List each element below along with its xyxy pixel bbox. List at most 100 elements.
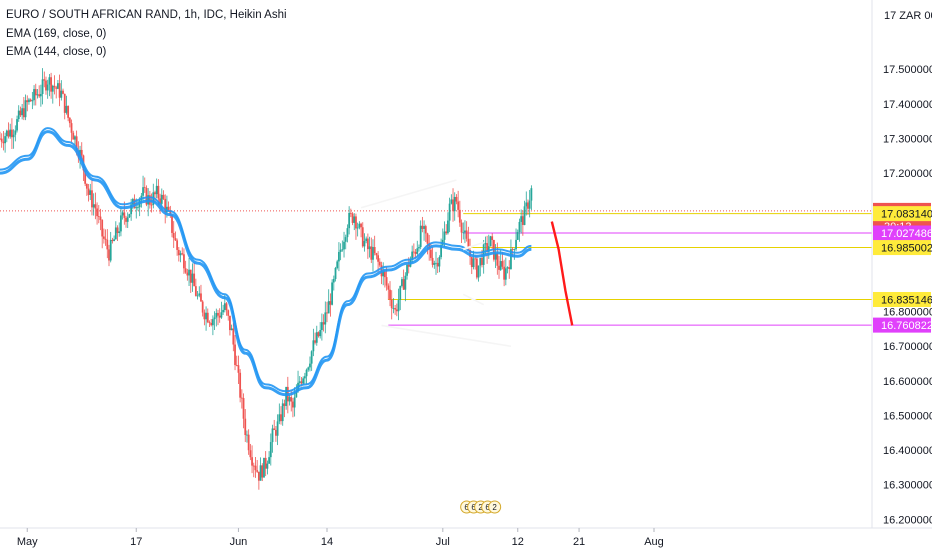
- level-tag-4: [873, 317, 931, 333]
- candle-body-140: [237, 365, 240, 373]
- candle-body-226: [384, 271, 386, 278]
- candle-body-197: [334, 267, 337, 279]
- candle-body-29: [48, 77, 51, 85]
- date-tick-2: Jun: [230, 536, 248, 548]
- price-axis[interactable]: 17.500000 17.400000 17.300000 17.200000 16.8…: [883, 64, 932, 526]
- candle-body-248: [421, 225, 424, 229]
- ema-169-label[interactable]: EMA (169, close, 0): [6, 28, 107, 40]
- candle-body-77: [130, 204, 133, 215]
- candle-body-273: [464, 230, 466, 233]
- candle-body-126: [213, 317, 216, 320]
- candle-body-10: [16, 119, 18, 131]
- date-axis[interactable]: May 17 Jun 14 Jul 12 21 Aug: [17, 528, 664, 548]
- ema-lines: [0, 127, 532, 397]
- candle-body-147: [249, 450, 252, 458]
- candle-body-60: [101, 220, 104, 237]
- candle-body-74: [125, 217, 127, 222]
- candle-body-246: [418, 247, 420, 249]
- candle-body-35: [58, 83, 61, 98]
- event-marker-label-2: 2: [478, 503, 483, 512]
- candle-body-227: [385, 277, 388, 286]
- candle-body-211: [358, 223, 361, 228]
- event-marker-label-3: 6: [485, 503, 490, 512]
- price-tick-8: 16.400000: [883, 445, 932, 457]
- candle-body-189: [320, 322, 323, 331]
- candle-body-16: [26, 100, 29, 103]
- candle-body-237: [402, 279, 405, 290]
- candle-body-196: [332, 278, 335, 283]
- candle-body-308: [523, 206, 526, 225]
- candle-body-58: [97, 216, 100, 217]
- candle-body-282: [479, 258, 482, 266]
- horizontal-levels: [0, 210, 872, 326]
- candle-body-25: [41, 79, 44, 94]
- candle-body-257: [436, 262, 439, 267]
- candle-body-220: [373, 247, 376, 254]
- candle-body-306: [520, 216, 523, 222]
- candle-body-302: [513, 249, 516, 250]
- candle-body-146: [247, 434, 250, 451]
- candle-body-59: [99, 216, 102, 221]
- candle-body-133: [225, 303, 228, 311]
- candle-body-234: [397, 300, 400, 312]
- trend-line-0: [360, 179, 457, 209]
- candle-body-174: [295, 391, 298, 398]
- candle-body-50: [84, 170, 87, 184]
- candle-body-45: [75, 136, 78, 151]
- candle-body-57: [96, 208, 98, 217]
- candle-body-149: [252, 465, 255, 467]
- symbol-title[interactable]: EURO / SOUTH AFRICAN RAND, 1h, IDC, Heik…: [6, 9, 287, 21]
- date-tick-6: 21: [573, 536, 585, 548]
- candle-body-41: [68, 117, 71, 124]
- candle-body-115: [194, 286, 197, 296]
- candle-body-69: [116, 227, 119, 234]
- candle-body-107: [181, 253, 184, 255]
- level-tag-2: [873, 240, 931, 256]
- candle-body-73: [123, 212, 126, 218]
- candle-body-215: [365, 238, 368, 241]
- candle-body-298: [506, 267, 509, 269]
- candle-body-242: [411, 251, 414, 260]
- candle-body-201: [341, 249, 344, 251]
- price-tick-9: 16.300000: [883, 480, 932, 492]
- candle-body-209: [355, 216, 357, 229]
- candle-body-263: [447, 220, 449, 234]
- candle-body-84: [142, 187, 144, 196]
- candle-body-11: [17, 110, 20, 120]
- candle-body-141: [239, 372, 242, 398]
- candle-body-17: [28, 99, 30, 103]
- candle-body-154: [261, 465, 264, 478]
- candle-body-118: [200, 293, 202, 302]
- candle-body-183: [310, 351, 313, 364]
- candle-body-40: [67, 105, 70, 118]
- candle-body-42: [70, 123, 73, 133]
- candle-body-172: [292, 401, 294, 408]
- candle-body-158: [268, 457, 270, 464]
- candle-body-102: [172, 232, 175, 239]
- candle-body-95: [160, 194, 163, 204]
- candle-body-270: [458, 209, 461, 223]
- candle-body-205: [348, 212, 351, 229]
- candle-body-171: [290, 397, 293, 402]
- candle-body-186: [315, 332, 318, 343]
- event-marker-label-0: 6: [464, 503, 469, 512]
- candle-body-179: [303, 376, 306, 379]
- candle-body-6: [9, 129, 12, 137]
- candle-body-64: [108, 249, 110, 261]
- candle-body-304: [516, 232, 519, 240]
- candle-body-312: [530, 188, 533, 201]
- candle-body-111: [188, 269, 190, 276]
- level-value-1: 17.027486: [881, 228, 932, 240]
- candle-body-190: [322, 322, 325, 325]
- ema-144-label[interactable]: EMA (144, close, 0): [6, 46, 107, 58]
- date-tick-5: 12: [512, 536, 524, 548]
- candle-body-289: [491, 236, 494, 240]
- event-marker-4: [488, 500, 502, 514]
- candle-body-202: [343, 241, 345, 250]
- candle-body-235: [399, 285, 402, 301]
- candle-body-167: [283, 403, 286, 406]
- candle-body-203: [344, 237, 347, 242]
- candle-body-161: [273, 428, 276, 430]
